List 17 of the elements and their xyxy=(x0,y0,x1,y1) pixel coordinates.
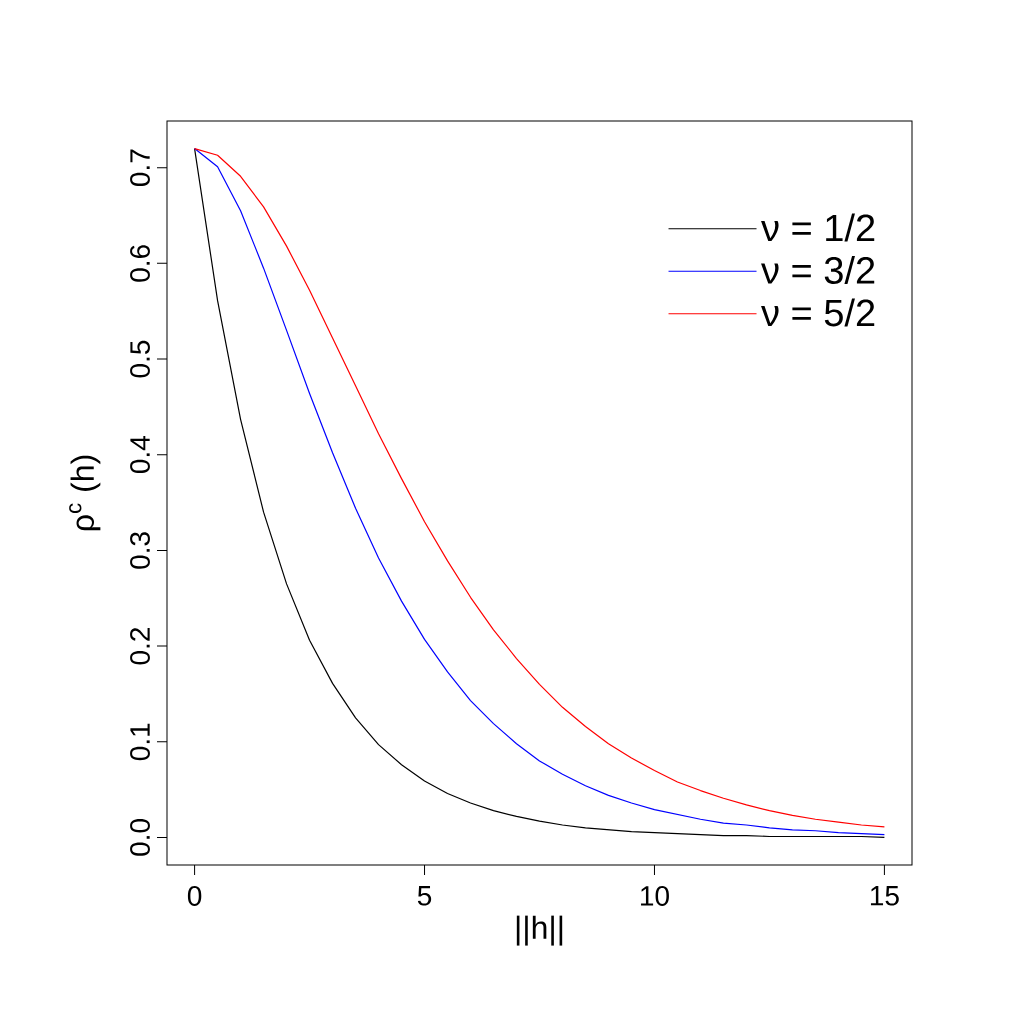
x-tick-label: 10 xyxy=(641,886,669,906)
legend-label: ν = 5/2 xyxy=(761,298,875,327)
y-tick-label: 0.5 xyxy=(130,340,150,378)
y-tick-label: 0.2 xyxy=(130,628,150,665)
y-tick-label: 0.0 xyxy=(130,819,150,856)
x-axis-title: ||h|| xyxy=(516,915,563,946)
y-tick-label: 0.7 xyxy=(130,149,150,187)
y-tick-label: 0.6 xyxy=(130,245,150,282)
x-tick-label: 15 xyxy=(870,886,899,906)
legend-label: ν = 1/2 xyxy=(761,213,875,242)
x-tick-label: 0 xyxy=(187,886,202,906)
y-tick-label: 0.1 xyxy=(130,723,150,761)
y-axis-title: ρ$^{c}$ (h) xyxy=(69,455,101,531)
y-tick-label: 0.4 xyxy=(130,436,150,474)
legend-label: ν = 3/2 xyxy=(761,256,875,284)
y-tick-label: 0.3 xyxy=(130,532,150,569)
x-tick-label: 5 xyxy=(417,886,432,906)
